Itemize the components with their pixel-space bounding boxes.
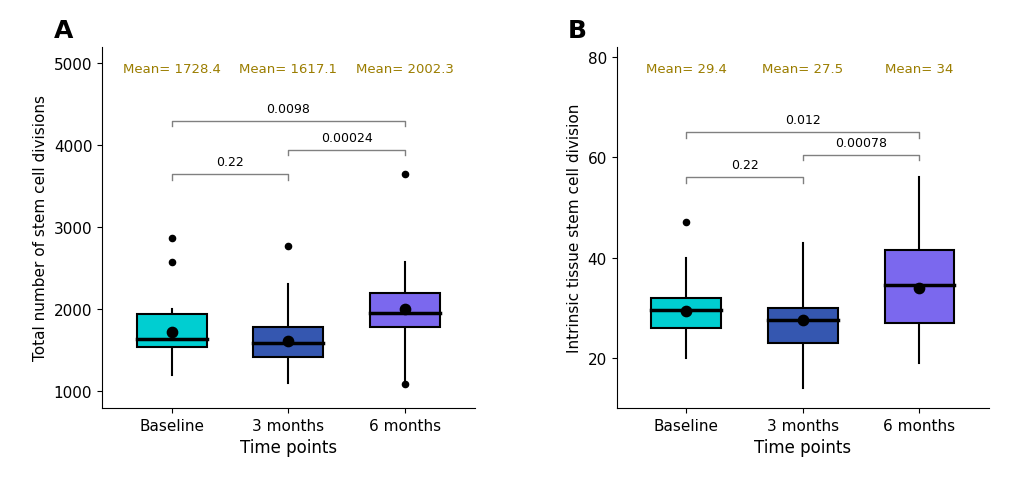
Point — [910, 284, 926, 292]
Text: 0.22: 0.22 — [731, 159, 758, 172]
Bar — [651, 298, 720, 328]
Bar — [137, 314, 207, 347]
Point — [396, 381, 413, 388]
Text: Mean= 27.5: Mean= 27.5 — [761, 62, 843, 75]
Y-axis label: Intrinsic tissue stem cell division: Intrinsic tissue stem cell division — [567, 104, 581, 352]
Bar — [767, 308, 837, 343]
Text: 0.22: 0.22 — [216, 156, 244, 169]
Point — [164, 259, 180, 266]
Text: Mean= 2002.3: Mean= 2002.3 — [356, 62, 453, 75]
Point — [280, 337, 297, 345]
Text: B: B — [568, 19, 587, 43]
Text: 0.00024: 0.00024 — [321, 132, 372, 144]
Text: Mean= 29.4: Mean= 29.4 — [645, 62, 727, 75]
X-axis label: Time points: Time points — [754, 438, 851, 456]
X-axis label: Time points: Time points — [239, 438, 336, 456]
Text: 0.012: 0.012 — [785, 114, 820, 127]
Point — [164, 328, 180, 336]
Point — [678, 307, 694, 315]
Text: Mean= 1617.1: Mean= 1617.1 — [239, 62, 337, 75]
Point — [678, 219, 694, 227]
Text: A: A — [53, 19, 72, 43]
Text: Mean= 1728.4: Mean= 1728.4 — [123, 62, 221, 75]
Bar — [370, 294, 439, 327]
Y-axis label: Total number of stem cell divisions: Total number of stem cell divisions — [33, 95, 48, 361]
Point — [396, 171, 413, 179]
Bar — [883, 251, 954, 323]
Text: Mean= 34: Mean= 34 — [884, 62, 953, 75]
Point — [396, 306, 413, 313]
Bar — [254, 327, 323, 358]
Point — [280, 242, 297, 250]
Point — [164, 235, 180, 242]
Text: 0.0098: 0.0098 — [266, 103, 310, 116]
Point — [794, 317, 810, 324]
Text: 0.00078: 0.00078 — [835, 136, 887, 149]
